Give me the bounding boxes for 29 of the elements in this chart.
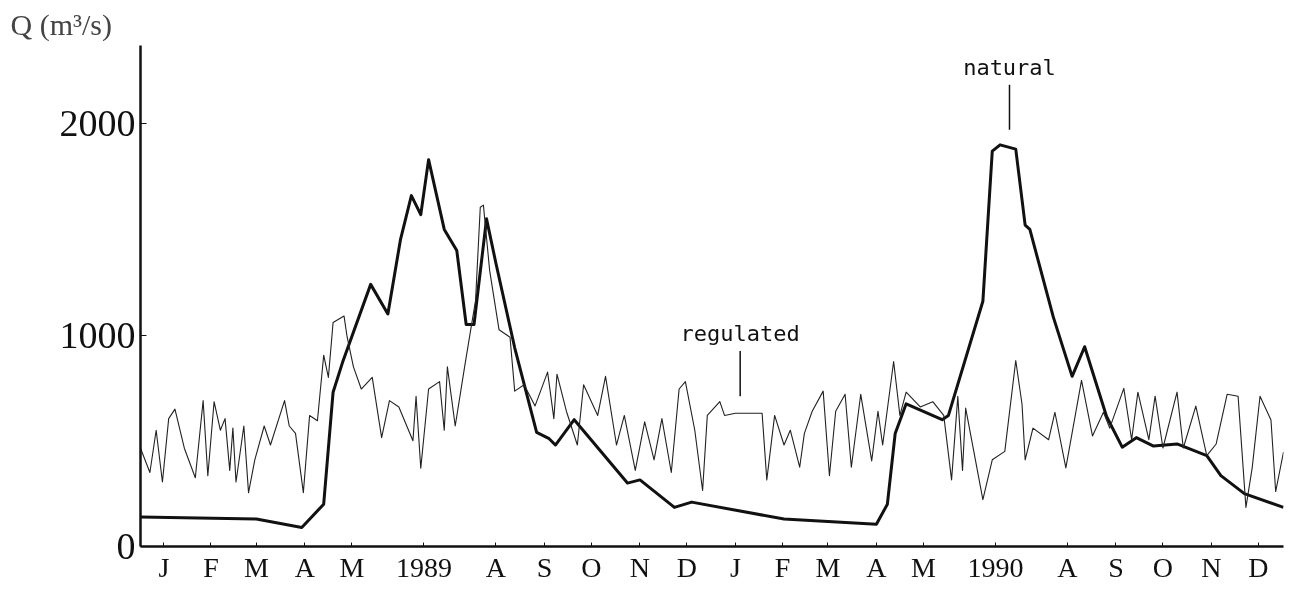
- x-tick-label: D: [1248, 551, 1269, 583]
- x-tick-label: A: [1057, 551, 1079, 583]
- x-tick-label: M: [339, 551, 365, 583]
- y-tick-label: 1000: [59, 313, 136, 356]
- x-tick-label: N: [629, 551, 651, 583]
- x-tick-label: M: [243, 551, 269, 583]
- x-tick-label: A: [294, 551, 316, 583]
- x-tick-label: 1990: [967, 551, 1024, 583]
- y-axis-title: Q (m³/s): [10, 7, 112, 42]
- x-tick-label: J: [730, 551, 742, 583]
- x-tick-label: M: [910, 551, 936, 583]
- x-tick-label: M: [815, 551, 841, 583]
- x-tick-label: A: [866, 551, 888, 583]
- x-tick-label: A: [485, 551, 507, 583]
- y-tick-label: 2000: [59, 102, 136, 145]
- x-tick-label: J: [158, 551, 170, 583]
- x-tick-label: O: [581, 551, 602, 583]
- annotation: regulated: [680, 321, 800, 347]
- x-tick-label: N: [1201, 551, 1222, 583]
- line-series: [140, 204, 1284, 508]
- x-tick-label: F: [203, 551, 219, 583]
- annotation: natural: [963, 54, 1056, 80]
- x-tick-label: D: [676, 551, 698, 583]
- x-tick-label: S: [536, 551, 553, 583]
- x-tick-label: S: [1108, 551, 1124, 583]
- x-tick-label: F: [774, 551, 791, 583]
- y-tick-label: 0: [116, 525, 136, 567]
- x-tick-label: O: [1152, 551, 1174, 583]
- x-tick-label: 1989: [395, 551, 452, 583]
